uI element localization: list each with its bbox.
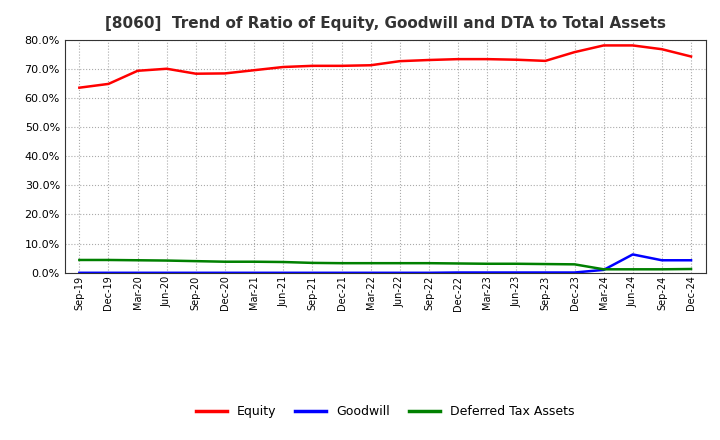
Title: [8060]  Trend of Ratio of Equity, Goodwill and DTA to Total Assets: [8060] Trend of Ratio of Equity, Goodwil… [104, 16, 666, 32]
Legend: Equity, Goodwill, Deferred Tax Assets: Equity, Goodwill, Deferred Tax Assets [191, 400, 580, 423]
